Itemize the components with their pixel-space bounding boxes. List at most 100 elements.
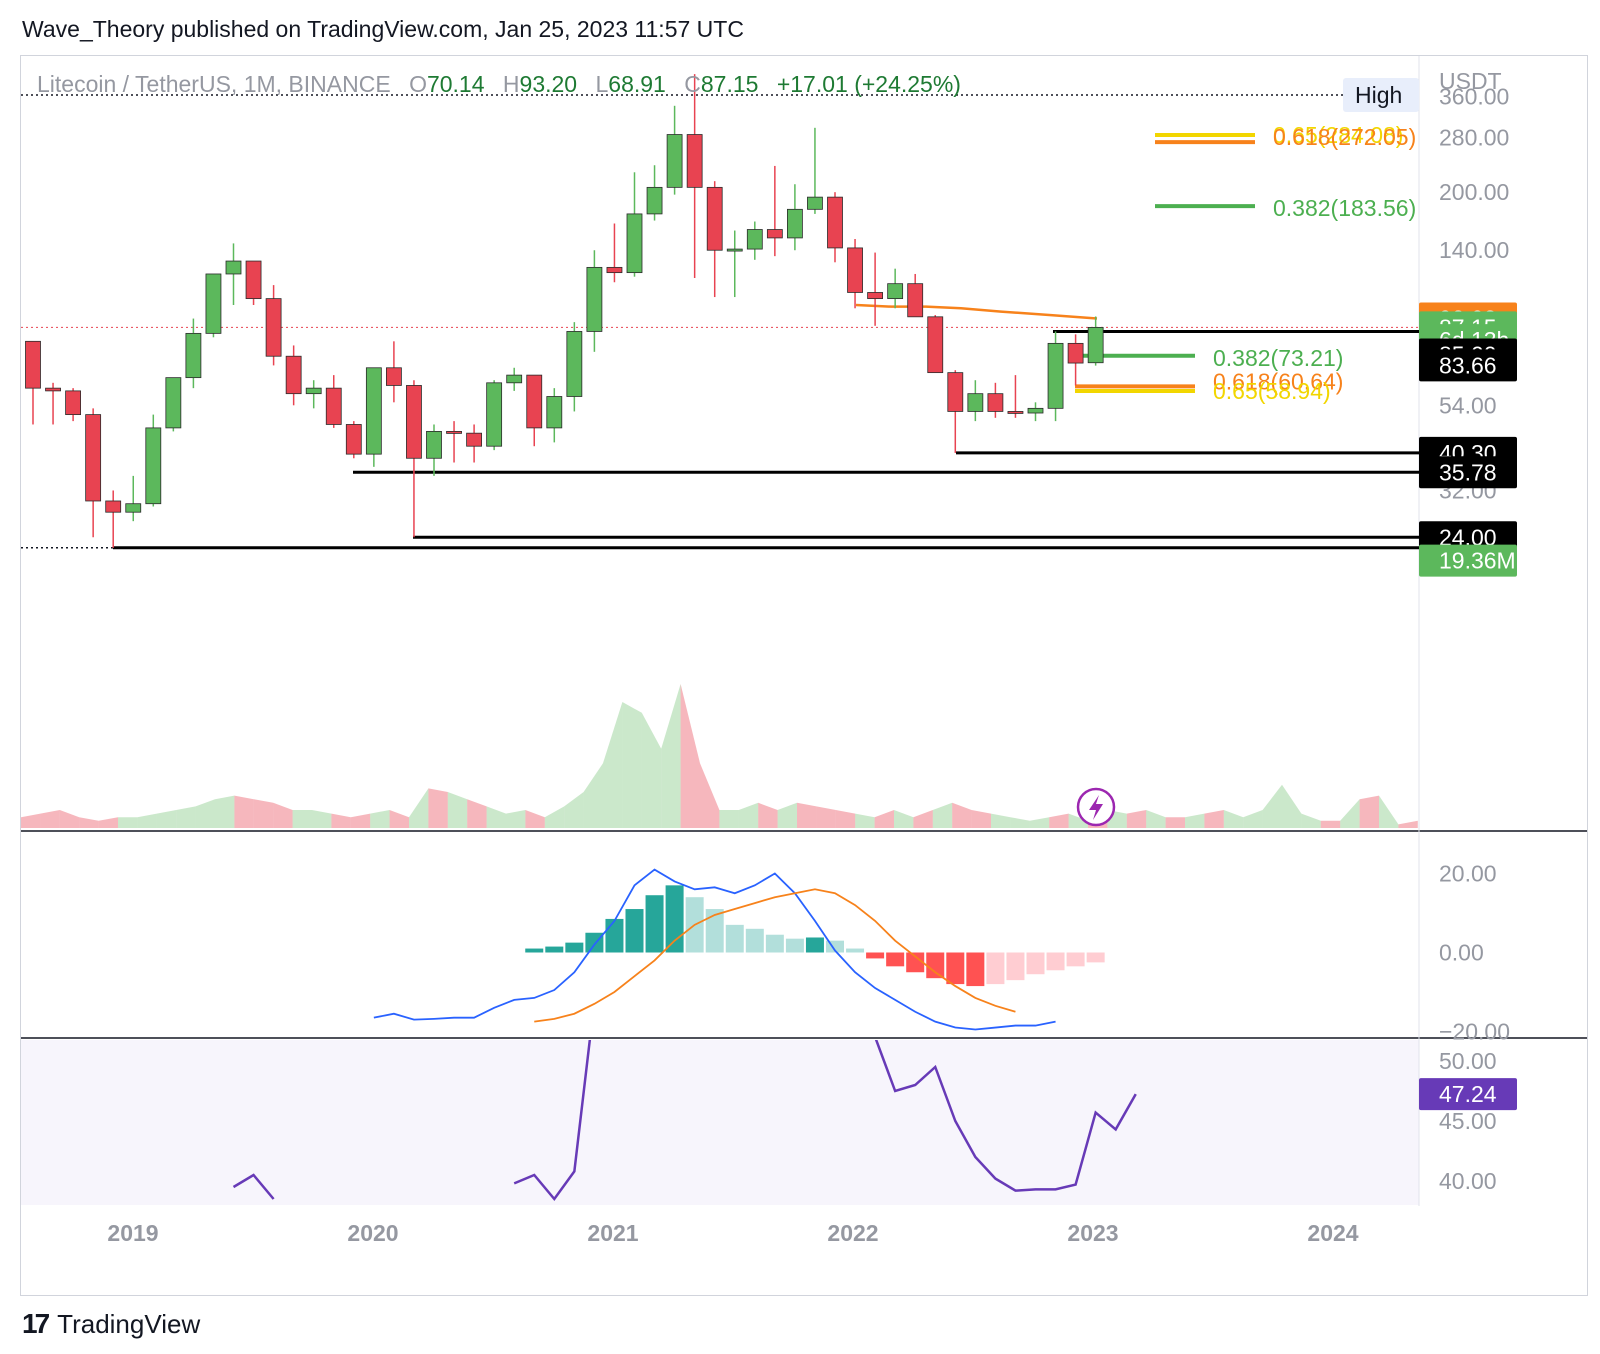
time-axis: 2019 2020 2021 2022 2023 2024 <box>107 1220 1358 1246</box>
footer-brand[interactable]: 17 TradingView <box>22 1308 200 1340</box>
price-axis-tick: 54.00 <box>1439 392 1497 418</box>
macd-histogram-bar <box>826 940 844 953</box>
volume-segment <box>467 799 487 828</box>
candle-body <box>486 382 503 447</box>
candle-body <box>285 355 302 395</box>
price-tag-bg <box>1419 456 1517 489</box>
rsi-value-tag: 47.24 <box>1439 1081 1497 1107</box>
price-axis-tick: 280.00 <box>1439 124 1509 150</box>
volume-segment <box>1262 784 1282 828</box>
legend-c-label: C <box>684 71 701 97</box>
volume-segment <box>661 684 681 828</box>
chart-frame[interactable]: 0.65(284.08) 0.618(272.05) 0.382(183.56) 0.… <box>20 55 1588 1296</box>
volume-segment <box>409 788 429 828</box>
volume-segment <box>835 810 856 828</box>
volume-segment <box>1185 813 1205 828</box>
candle-body <box>626 213 643 274</box>
volume-segment <box>700 763 720 828</box>
rsi-axis-tick: 50.00 <box>1439 1048 1497 1074</box>
macd-histogram-bar <box>946 952 965 985</box>
macd-histogram-bar <box>926 952 945 979</box>
fib-level-label: 0.618(60.64) <box>1213 368 1343 394</box>
legend-open: 70.14 <box>427 71 485 97</box>
fib-level-label: 0.382(73.21) <box>1213 345 1343 371</box>
macd-histogram-bar <box>565 942 584 953</box>
volume-segment <box>971 810 991 828</box>
time-axis-year: 2024 <box>1307 1220 1358 1246</box>
candle-body <box>245 260 262 300</box>
candle-body <box>125 503 142 513</box>
candle-body <box>1047 342 1064 409</box>
candle-body <box>385 367 402 386</box>
currency-label: USDT <box>1439 68 1502 94</box>
price-axis-tick: 360.00 <box>1439 83 1509 109</box>
candle-body <box>105 500 122 513</box>
volume-segment <box>506 810 526 828</box>
rsi-pane-bg <box>21 1040 1419 1205</box>
lightning-icon[interactable] <box>1076 787 1116 827</box>
high-badge-bg[interactable] <box>1343 78 1419 112</box>
macd-histogram-bar <box>1006 952 1025 981</box>
macd-pane: 20.00 0.00 −20.00 <box>373 861 1510 1045</box>
time-axis-year: 2023 <box>1067 1220 1118 1246</box>
legend-close: 87.15 <box>701 71 759 97</box>
horizontal-levels <box>21 326 1419 550</box>
macd-histogram-bar <box>745 928 764 953</box>
candle-body <box>586 266 603 332</box>
candles <box>25 74 1104 548</box>
volume-segment <box>312 810 332 828</box>
candle-body <box>526 374 543 429</box>
time-axis-year: 2020 <box>347 1220 398 1246</box>
chart-svg[interactable]: 0.65(284.08)0.618(272.05) 0.382(183.56) 0.… <box>21 56 1587 1295</box>
legend-o-label: O <box>409 71 427 97</box>
volume-segment <box>564 792 584 828</box>
volume-segment <box>98 817 118 828</box>
volume-segment <box>874 810 894 828</box>
macd-histogram-bar <box>805 937 824 953</box>
volume-segment <box>1359 795 1379 828</box>
volume-segment <box>273 802 293 828</box>
legend-exchange: BINANCE <box>288 71 390 97</box>
candle-body <box>345 424 362 455</box>
volume-segment <box>370 810 390 828</box>
macd-histogram-bar <box>866 952 885 959</box>
candle-body <box>907 283 924 318</box>
volume-segment <box>21 813 41 828</box>
volume-segment <box>428 788 448 828</box>
legend: Litecoin / TetherUS, 1M, BINANCE O70.14 … <box>37 71 961 97</box>
price-axis-tick: 140.00 <box>1439 237 1509 263</box>
volume-segment <box>1320 820 1341 828</box>
volume-segment <box>253 799 274 828</box>
macd-histogram-bar <box>525 948 544 953</box>
volume-segment <box>1398 820 1418 828</box>
candle-body <box>967 393 984 412</box>
legend-symbol: Litecoin / TetherUS <box>37 71 231 97</box>
volume-segment <box>486 806 506 828</box>
ema-series-line <box>855 303 1098 320</box>
price-tag-label: 83.66 <box>1439 352 1497 378</box>
candle-body <box>185 332 202 379</box>
rsi-value-tag-bg <box>1419 1078 1517 1111</box>
macd-histogram-bar <box>986 952 1005 985</box>
high-badge[interactable]: High <box>1355 82 1402 108</box>
volume-area <box>21 684 1418 828</box>
macd-histogram-bar <box>1066 952 1085 967</box>
volume-segment <box>156 810 177 828</box>
volume-segment <box>1243 810 1263 828</box>
candle-body <box>706 186 723 251</box>
volume-segment <box>583 763 603 828</box>
volume-segment <box>641 712 662 828</box>
volume-segment <box>234 795 254 828</box>
fibonacci-levels: 0.65(284.08)0.618(272.05) 0.382(183.56) 0.… <box>1075 122 1416 404</box>
volume-segment <box>855 813 875 828</box>
volume-segment <box>389 810 409 828</box>
macd-histogram-bar <box>725 924 744 953</box>
volume-segment <box>1029 817 1050 828</box>
macd-histogram-bar <box>705 909 724 953</box>
macd-line <box>373 868 1056 1031</box>
time-axis-year: 2019 <box>107 1220 158 1246</box>
publisher-header: Wave_Theory published on TradingView.com… <box>22 16 744 42</box>
volume-segment <box>1049 813 1069 828</box>
macd-histogram-bar <box>966 952 985 987</box>
volume-segment <box>913 810 933 828</box>
